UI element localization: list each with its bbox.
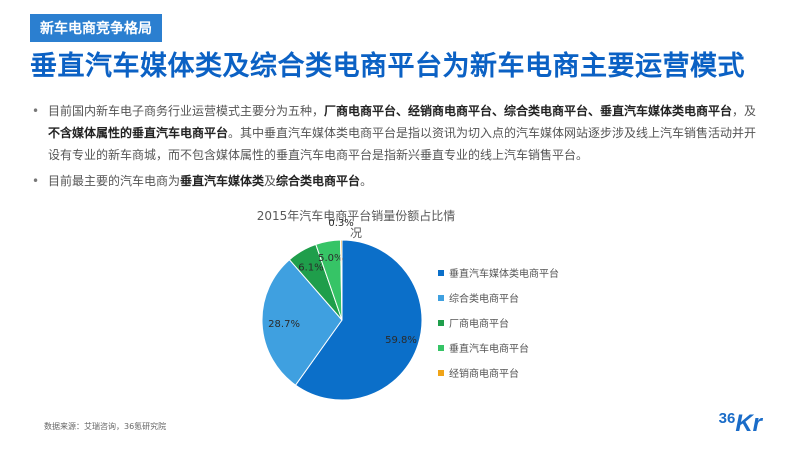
slice-data-label: 5.0% (318, 253, 343, 264)
legend-label: 垂直汽车电商平台 (449, 344, 529, 355)
legend-swatch (438, 269, 444, 276)
text: ，及 (732, 104, 757, 118)
bold-text: 综合类电商平台 (276, 174, 361, 188)
chart-title: 2015年汽车电商平台销量份额占比情况 (256, 209, 456, 240)
bold-text: 厂商电商平台、经销商电商平台、综合类电商平台、垂直汽车媒体类电商平台 (324, 104, 733, 118)
text: 。 (360, 174, 373, 188)
legend-label: 垂直汽车媒体类电商平台 (449, 269, 559, 280)
legend-item: 垂直汽车电商平台 (438, 335, 559, 360)
logo-letters: Kr (735, 410, 762, 437)
pie-slice (261, 258, 343, 386)
data-source-note: 数据来源：艾瑞咨询，36氪研究院 (44, 422, 167, 431)
slice-data-label: 59.8% (385, 335, 417, 346)
section-tag: 新车电商竞争格局 (30, 14, 162, 42)
bullet-dot-icon: • (32, 104, 40, 118)
bullet-dot-icon: • (32, 174, 40, 188)
bullet-paragraph-2: • 目前最主要的汽车电商为垂直汽车媒体类及综合类电商平台。 (32, 170, 768, 192)
text: 目前国内新车电子商务行业运营模式主要分为五种， (48, 104, 325, 118)
legend-swatch (438, 294, 444, 301)
text: 。其中垂直汽车媒体类电商平台是指以资讯为切入点的汽车媒体网站逐步涉及线上汽车销售… (48, 126, 757, 162)
legend-swatch (438, 344, 444, 351)
logo-number: 36 (718, 410, 736, 427)
36kr-logo: 36Kr (719, 410, 762, 438)
text: 及 (264, 174, 277, 188)
legend-label: 综合类电商平台 (449, 294, 519, 305)
chart-legend: 垂直汽车媒体类电商平台 综合类电商平台 厂商电商平台 垂直汽车电商平台 经销商电… (438, 260, 559, 385)
legend-swatch (438, 369, 444, 376)
bold-text: 垂直汽车媒体类 (180, 174, 265, 188)
legend-item: 厂商电商平台 (438, 310, 559, 335)
pie-slice (294, 239, 423, 401)
legend-item: 垂直汽车媒体类电商平台 (438, 260, 559, 285)
legend-item: 综合类电商平台 (438, 285, 559, 310)
slice-data-label: 6.1% (298, 262, 323, 273)
legend-label: 经销商电商平台 (449, 369, 519, 380)
text: 目前最主要的汽车电商为 (48, 174, 181, 188)
legend-label: 厂商电商平台 (449, 319, 509, 330)
legend-item: 经销商电商平台 (438, 360, 559, 385)
slice-data-label: 28.7% (268, 319, 300, 330)
bullet-paragraph-1: • 目前国内新车电子商务行业运营模式主要分为五种，厂商电商平台、经销商电商平台、… (32, 100, 768, 166)
pie-slice (315, 239, 343, 321)
bold-text: 不含媒体属性的垂直汽车电商平台 (48, 126, 229, 140)
page-title: 垂直汽车媒体类及综合类电商平台为新车电商主要运营模式 (30, 51, 745, 82)
pie-slice (288, 243, 343, 321)
legend-swatch (438, 319, 444, 326)
pie-slice (339, 239, 343, 321)
